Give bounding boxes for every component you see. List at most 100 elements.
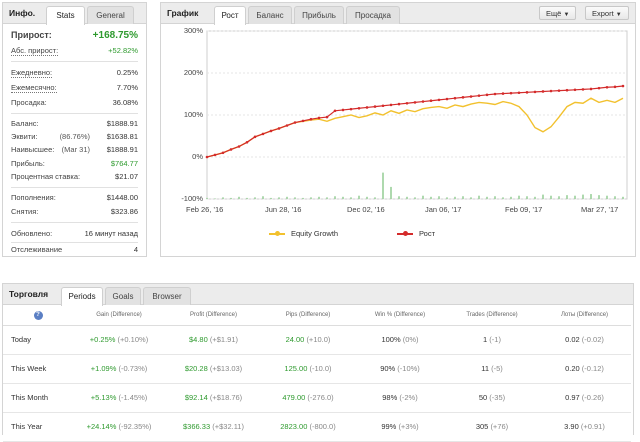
info-label: Пополнения: bbox=[11, 193, 56, 202]
pips-cell: 479.00 (-276.0) bbox=[262, 383, 354, 413]
info-row-tracking: Отслеживание 4 bbox=[11, 245, 138, 256]
growth-point bbox=[581, 88, 585, 91]
volume-bar bbox=[318, 196, 320, 199]
volume-bar bbox=[502, 197, 504, 199]
more-dropdown-button[interactable]: Ещё ▼ bbox=[539, 6, 577, 20]
volume-bar bbox=[286, 196, 288, 199]
tab-drawdown[interactable]: Просадка bbox=[346, 6, 400, 24]
info-row-equity: Эквити: (86.76%) $1638.81 bbox=[11, 132, 138, 143]
pips-cell: 125.00 (-10.0) bbox=[262, 354, 354, 384]
volume-bar bbox=[350, 197, 352, 199]
period-cell: This Year bbox=[3, 412, 73, 442]
y-tick-label: 200% bbox=[183, 68, 203, 77]
info-label: Отслеживание bbox=[11, 245, 63, 254]
legend-equity-dot bbox=[275, 231, 280, 236]
period-cell: Today bbox=[3, 325, 73, 355]
gain-cell: +0.25% (+0.10%) bbox=[73, 325, 165, 355]
growth-point bbox=[445, 97, 449, 101]
volume-bar bbox=[558, 196, 560, 199]
volume-bar bbox=[294, 197, 296, 199]
volume-bar bbox=[230, 197, 232, 199]
info-row-daily: Ежедневно: 0.25% bbox=[11, 68, 138, 79]
win-cell: 98% (-2%) bbox=[354, 383, 446, 413]
period-cell: This Month bbox=[3, 383, 73, 413]
growth-line bbox=[206, 85, 624, 158]
help-icon-cell: ? bbox=[3, 306, 73, 326]
growth-point bbox=[293, 121, 297, 124]
tab-balance[interactable]: Баланс bbox=[248, 6, 292, 24]
growth-point bbox=[613, 85, 617, 89]
growth-point bbox=[253, 135, 257, 139]
info-row-withdrawals: Снятия: $323.86 bbox=[11, 207, 138, 218]
legend-growth-dot bbox=[403, 231, 408, 236]
profit-cell: $92.14 (+$18.76) bbox=[165, 383, 262, 413]
chart-tabbar: График Рост Баланс Прибыль Просадка Ещё … bbox=[161, 3, 635, 25]
tab-general[interactable]: General bbox=[87, 6, 134, 24]
y-tick-label: 100% bbox=[183, 110, 203, 119]
volume-bar bbox=[334, 196, 336, 199]
chevron-down-icon: ▼ bbox=[615, 12, 622, 18]
tab-browser[interactable]: Browser bbox=[143, 287, 191, 305]
x-tick-label: Feb 09, '17 bbox=[505, 205, 543, 214]
x-tick-label: Jun 28, '16 bbox=[265, 205, 302, 214]
chevron-down-icon: ▼ bbox=[563, 12, 570, 18]
volume-bar bbox=[518, 195, 520, 199]
info-value: $323.86 bbox=[110, 207, 138, 216]
profit-cell: $4.80 (+$1.91) bbox=[165, 325, 262, 355]
export-dropdown-button[interactable]: Export ▼ bbox=[585, 6, 629, 20]
growth-point bbox=[501, 92, 505, 95]
volume-bar bbox=[470, 197, 472, 199]
volume-bar bbox=[614, 196, 616, 199]
growth-point bbox=[205, 155, 209, 159]
volume-bar bbox=[438, 196, 440, 199]
volume-bar bbox=[454, 196, 456, 199]
chart-panel: График Рост Баланс Прибыль Просадка Ещё … bbox=[160, 2, 636, 257]
volume-bar bbox=[414, 197, 416, 199]
info-value: 0.25% bbox=[116, 68, 138, 77]
volume-bar bbox=[590, 194, 592, 199]
growth-point bbox=[365, 106, 369, 109]
volume-bar bbox=[574, 195, 576, 199]
trades-cell: 305 (+76) bbox=[446, 412, 538, 442]
win-cell: 99% (+3%) bbox=[354, 412, 446, 442]
growth-point bbox=[565, 88, 569, 92]
tab-goals[interactable]: Goals bbox=[105, 287, 141, 305]
growth-point bbox=[325, 115, 329, 119]
growth-point bbox=[533, 90, 537, 94]
tab-stats[interactable]: Stats bbox=[46, 6, 85, 25]
growth-point bbox=[309, 117, 313, 121]
growth-point bbox=[405, 101, 409, 105]
growth-point bbox=[605, 85, 609, 89]
col-profit: Profit (Difference) bbox=[165, 306, 262, 326]
volume-bar bbox=[582, 194, 584, 199]
volume-bar bbox=[278, 197, 280, 199]
growth-point bbox=[453, 96, 457, 100]
growth-point bbox=[341, 108, 345, 112]
growth-point bbox=[229, 148, 233, 151]
volume-bar bbox=[534, 196, 536, 199]
info-label: Снятия: bbox=[11, 207, 39, 216]
info-row-monthly: Ежемесячно: 7.70% bbox=[11, 83, 138, 94]
volume-bar bbox=[622, 196, 624, 199]
growth-point bbox=[493, 92, 497, 96]
tab-growth[interactable]: Рост bbox=[214, 6, 246, 25]
volume-bar bbox=[358, 195, 360, 199]
col-pips: Pips (Difference) bbox=[262, 306, 354, 326]
x-tick-label: Jan 06, '17 bbox=[425, 205, 462, 214]
info-label: Эквити: bbox=[11, 132, 38, 141]
info-row-drawdown: Просадка: 36.08% bbox=[11, 98, 138, 109]
info-tabbar: Инфо. Stats General bbox=[3, 3, 146, 25]
more-label: Ещё bbox=[546, 9, 562, 18]
tab-periods[interactable]: Periods bbox=[61, 287, 103, 306]
info-row-growth: Прирост: +168.75% bbox=[11, 30, 138, 43]
lots-cell: 0.97 (-0.26) bbox=[538, 383, 631, 413]
col-trades: Trades (Difference) bbox=[446, 306, 538, 326]
tab-profit[interactable]: Прибыль bbox=[294, 6, 344, 24]
help-icon[interactable]: ? bbox=[33, 310, 43, 320]
info-label: Ежемесячно: bbox=[11, 83, 57, 93]
col-gain: Gain (Difference) bbox=[73, 306, 165, 326]
info-label: Обновлено: bbox=[11, 229, 53, 238]
pips-cell: 24.00 (+10.0) bbox=[262, 325, 354, 355]
trades-cell: 1 (-1) bbox=[446, 325, 538, 355]
growth-point bbox=[477, 94, 481, 97]
